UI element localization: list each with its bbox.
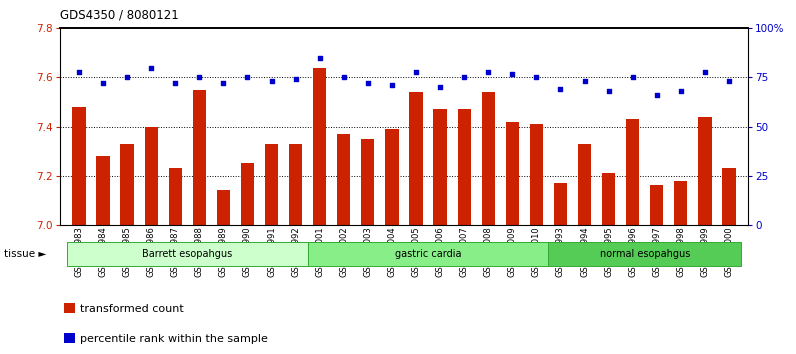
Point — [145, 65, 158, 70]
Bar — [120, 144, 134, 225]
Point — [578, 79, 591, 84]
FancyBboxPatch shape — [308, 242, 548, 266]
FancyBboxPatch shape — [67, 242, 308, 266]
Point — [482, 69, 494, 74]
Point — [314, 55, 326, 61]
Bar — [505, 122, 519, 225]
Point — [169, 80, 181, 86]
Bar — [602, 173, 615, 225]
Bar — [289, 144, 302, 225]
FancyBboxPatch shape — [548, 242, 741, 266]
Point — [289, 76, 302, 82]
Bar — [554, 183, 567, 225]
Bar — [72, 107, 86, 225]
Point — [385, 82, 398, 88]
Point — [554, 86, 567, 92]
Point — [241, 75, 254, 80]
Bar — [626, 119, 639, 225]
Text: Barrett esopahgus: Barrett esopahgus — [142, 249, 232, 259]
Point — [265, 79, 278, 84]
Bar — [482, 92, 495, 225]
Point — [121, 75, 134, 80]
Text: transformed count: transformed count — [80, 304, 183, 314]
Point — [506, 71, 519, 76]
Bar — [265, 144, 278, 225]
Bar — [361, 139, 374, 225]
Text: GDS4350 / 8080121: GDS4350 / 8080121 — [60, 9, 178, 22]
Bar — [674, 181, 688, 225]
Bar — [698, 117, 712, 225]
Bar — [96, 156, 110, 225]
Point — [458, 75, 470, 80]
Point — [72, 69, 85, 74]
Bar — [313, 68, 326, 225]
Bar — [217, 190, 230, 225]
Bar — [409, 92, 423, 225]
Point — [650, 92, 663, 98]
Point — [723, 79, 736, 84]
Point — [530, 75, 543, 80]
Point — [434, 84, 447, 90]
Bar — [145, 126, 158, 225]
Bar — [434, 109, 447, 225]
Text: gastric cardia: gastric cardia — [395, 249, 462, 259]
Bar — [169, 168, 181, 225]
Bar — [530, 124, 543, 225]
Point — [699, 69, 712, 74]
Bar — [458, 109, 470, 225]
Bar — [338, 134, 350, 225]
Bar — [722, 168, 736, 225]
Text: percentile rank within the sample: percentile rank within the sample — [80, 334, 267, 344]
Text: normal esopahgus: normal esopahgus — [599, 249, 690, 259]
Bar — [650, 185, 663, 225]
Bar — [578, 144, 591, 225]
Point — [361, 80, 374, 86]
Point — [410, 69, 423, 74]
Bar — [241, 164, 254, 225]
Text: tissue ►: tissue ► — [4, 249, 46, 259]
Point — [217, 80, 230, 86]
Point — [626, 75, 639, 80]
Point — [193, 75, 205, 80]
Bar — [385, 129, 399, 225]
Point — [338, 75, 350, 80]
Point — [674, 88, 687, 94]
Point — [603, 88, 615, 94]
Bar — [193, 90, 206, 225]
Point — [96, 80, 109, 86]
